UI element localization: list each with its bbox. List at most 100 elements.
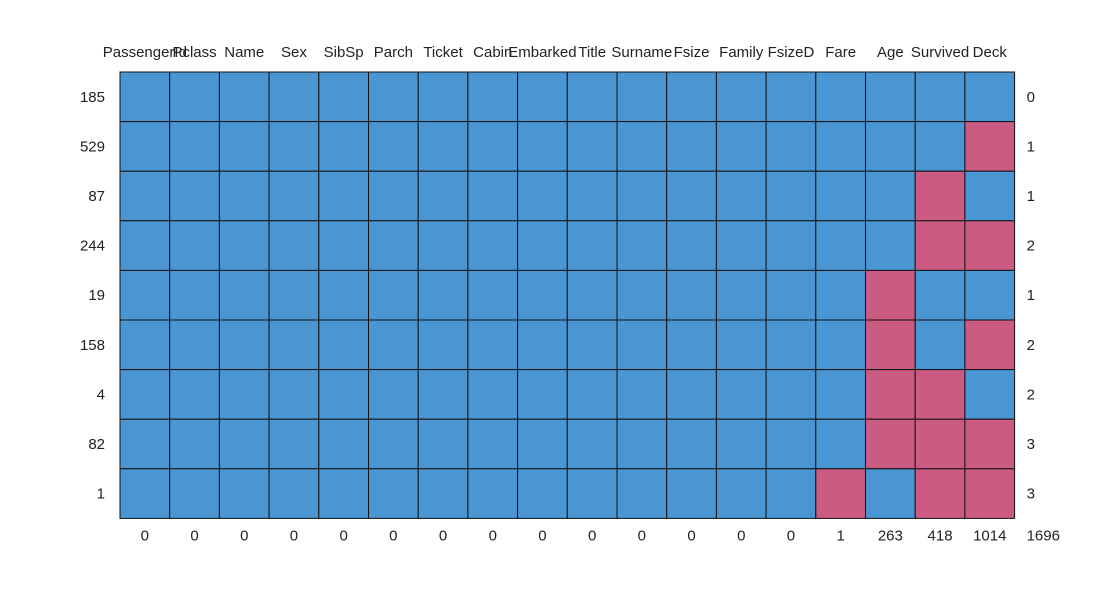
heatmap-cell-present	[666, 319, 717, 371]
heatmap-cell-present	[467, 121, 519, 172]
heatmap-cell-present	[169, 71, 220, 123]
heatmap-cell-missing	[914, 418, 966, 470]
column-label: SibSp	[324, 44, 364, 61]
column-total-label: 0	[489, 527, 497, 544]
heatmap-cell-missing	[964, 468, 1016, 519]
heatmap-cell-present	[517, 468, 568, 519]
column-label: Sex	[281, 44, 307, 61]
heatmap-cell-present	[517, 170, 568, 222]
heatmap-cell-present	[616, 418, 668, 470]
heatmap-cell-present	[865, 121, 916, 172]
heatmap-cell-present	[268, 418, 320, 470]
heatmap-cell-present	[865, 71, 916, 123]
column-total-label: 0	[240, 527, 248, 544]
heatmap-cell-present	[417, 220, 469, 271]
heatmap-cell-present	[218, 369, 270, 420]
heatmap-cell-present	[715, 121, 767, 172]
heatmap-cell-missing	[914, 369, 966, 420]
heatmap-cell-present	[368, 121, 419, 172]
heatmap-cell-present	[616, 220, 668, 271]
row-total-labels: 0 1 1 2 1 2 2 3 3	[1027, 89, 1035, 503]
heatmap-cell-present	[815, 418, 866, 470]
heatmap-cell-present	[218, 220, 270, 271]
heatmap-cell-present	[467, 418, 519, 470]
heatmap-cell-present	[964, 369, 1016, 420]
grand-total-label: 1696	[1027, 527, 1060, 544]
column-total-label: 0	[141, 527, 149, 544]
heatmap-cell-present	[119, 170, 171, 222]
heatmap-cell-present	[666, 369, 717, 420]
heatmap-cell-present	[765, 319, 817, 371]
heatmap-cell-present	[914, 319, 966, 371]
heatmap-cell-present	[417, 269, 469, 321]
row-label: 87	[88, 188, 105, 205]
heatmap-cell-present	[666, 170, 717, 222]
heatmap-cell-missing	[964, 319, 1016, 371]
column-label: Pclass	[172, 44, 216, 61]
heatmap-cell-present	[964, 269, 1016, 321]
heatmap-cell-present	[666, 269, 717, 321]
heatmap-cell-present	[318, 369, 369, 420]
heatmap-cell-present	[218, 121, 270, 172]
heatmap-cell-missing	[914, 170, 966, 222]
heatmap-cell-present	[417, 71, 469, 123]
heatmap-cell-present	[268, 319, 320, 371]
heatmap-cell-present	[467, 468, 519, 519]
column-total-label: 0	[638, 527, 646, 544]
heatmap-cell-present	[318, 319, 369, 371]
heatmap-cell-present	[765, 269, 817, 321]
heatmap-cell-present	[218, 319, 270, 371]
heatmap-cell-present	[865, 220, 916, 271]
heatmap-cell-present	[517, 220, 568, 271]
heatmap-cell-present	[865, 468, 916, 519]
heatmap-cell-present	[268, 71, 320, 123]
heatmap-cell-present	[517, 369, 568, 420]
heatmap-cell-present	[119, 468, 171, 519]
heatmap-cell-present	[417, 170, 469, 222]
heatmap-cell-present	[218, 418, 270, 470]
heatmap-cell-present	[566, 319, 618, 371]
row-label: 19	[88, 287, 105, 304]
heatmap-cell-present	[715, 468, 767, 519]
heatmap-cell-present	[119, 71, 171, 123]
heatmap-cell-present	[318, 71, 369, 123]
heatmap-cell-present	[765, 369, 817, 420]
row-total-label: 2	[1027, 238, 1035, 255]
heatmap-cell-present	[268, 369, 320, 420]
heatmap-cell-present	[616, 269, 668, 321]
heatmap-cell-present	[815, 319, 866, 371]
column-total-label: 263	[878, 527, 903, 544]
heatmap-cell-present	[467, 319, 519, 371]
heatmap-cell-present	[368, 269, 419, 321]
heatmap-cell-present	[815, 71, 866, 123]
column-total-label: 0	[737, 527, 745, 544]
heatmap-cell-present	[666, 418, 717, 470]
column-label: Fsize	[674, 44, 710, 61]
heatmap-cell-present	[318, 269, 369, 321]
heatmap-cell-present	[368, 468, 419, 519]
heatmap-cell-present	[169, 170, 220, 222]
heatmap-cell-present	[566, 269, 618, 321]
heatmap-cell-present	[566, 369, 618, 420]
heatmap-cell-present	[964, 170, 1016, 222]
heatmap-cell-present	[914, 71, 966, 123]
column-total-label: 0	[687, 527, 695, 544]
heatmap-cell-present	[119, 121, 171, 172]
heatmap-cell-present	[268, 220, 320, 271]
heatmap-cell-present	[417, 369, 469, 420]
heatmap-cell-present	[119, 269, 171, 321]
heatmap-cell-present	[964, 71, 1016, 123]
heatmap-cell-present	[169, 319, 220, 371]
heatmap-cell-present	[566, 121, 618, 172]
heatmap-cell-present	[715, 418, 767, 470]
heatmap-cell-present	[268, 468, 320, 519]
heatmap-cell-present	[616, 71, 668, 123]
heatmap-cell-present	[914, 121, 966, 172]
heatmap-cell-present	[318, 418, 369, 470]
row-label: 244	[80, 238, 105, 255]
row-label: 82	[88, 436, 105, 453]
heatmap-cell-present	[616, 170, 668, 222]
heatmap-cell-missing	[815, 468, 866, 519]
heatmap-cell-present	[218, 71, 270, 123]
